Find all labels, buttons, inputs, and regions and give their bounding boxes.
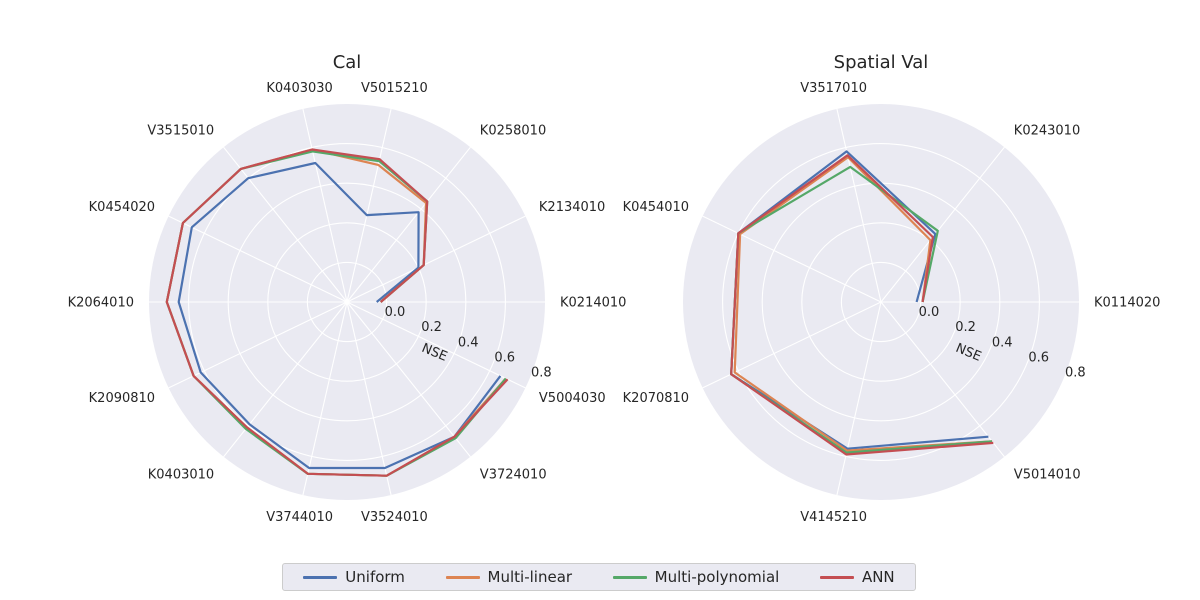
series-line-ann: [165, 148, 509, 477]
spoke-gridline: [346, 146, 471, 303]
radial-tick-label: 0.4: [992, 335, 1013, 350]
legend-swatch-ann: [819, 575, 854, 579]
radar-panel-spatial-val: 0.00.20.40.60.8NSEK0114020K0243010V35170…: [623, 52, 1161, 525]
spoke-gridline: [346, 108, 392, 303]
legend-label-multi-linear: Multi-linear: [487, 568, 573, 586]
series-line-multi-linear: [733, 156, 993, 452]
category-label-v5004030: V5004030: [539, 391, 606, 406]
legend-swatch-uniform: [303, 575, 338, 579]
category-label-k0214010: K0214010: [560, 296, 626, 311]
category-label-k2064010: K2064010: [68, 296, 134, 311]
category-label-k0114020: K0114020: [1094, 296, 1160, 311]
legend-label-uniform: Uniform: [345, 568, 405, 586]
category-label-k2090810: K2090810: [89, 391, 155, 406]
spoke-gridline: [346, 215, 526, 303]
radial-tick-label: 0.0: [385, 305, 406, 320]
radar-chart-figure: 0.00.20.40.60.8NSEK0214010K2134010K02580…: [68, 52, 1161, 525]
legend-item-multi-polynomial: Multi-polynomial: [612, 568, 780, 586]
category-label-v3517010: V3517010: [800, 81, 867, 96]
legend-item-multi-linear: Multi-linear: [445, 568, 573, 586]
legend-item-uniform: Uniform: [303, 568, 405, 586]
radial-tick-label: 0.2: [955, 320, 976, 335]
radial-tick-label: 0.2: [421, 320, 442, 335]
radial-tick-label: 0.8: [531, 366, 552, 381]
legend-label-multi-polynomial: Multi-polynomial: [654, 568, 780, 586]
legend-label-ann: ANN: [861, 568, 895, 586]
spoke-gridline: [702, 301, 882, 389]
category-label-v3515010: V3515010: [147, 123, 214, 138]
category-label-v4145210: V4145210: [800, 510, 867, 525]
category-label-k2134010: K2134010: [539, 200, 605, 215]
spoke-gridline: [836, 108, 882, 303]
category-label-v3724010: V3724010: [480, 468, 547, 483]
category-label-k0454010: K0454010: [623, 200, 689, 215]
spoke-gridline: [302, 301, 348, 496]
category-label-k0258010: K0258010: [480, 123, 546, 138]
radial-tick-label: 0.8: [1065, 366, 1086, 381]
spoke-gridline: [702, 215, 882, 303]
legend-swatch-multi-polynomial: [612, 575, 647, 579]
legend-item-ann: ANN: [819, 568, 895, 586]
spoke-gridline: [223, 146, 348, 303]
radial-tick-label: 0.6: [1028, 350, 1049, 365]
spoke-gridline: [880, 146, 1005, 303]
series-line-ann: [730, 154, 994, 456]
category-label-k2070810: K2070810: [623, 391, 689, 406]
category-label-k0243010: K0243010: [1014, 123, 1080, 138]
spoke-gridline: [836, 301, 882, 496]
radar-panel-cal: 0.00.20.40.60.8NSEK0214010K2134010K02580…: [68, 52, 627, 525]
spoke-gridline: [168, 215, 348, 303]
category-label-k0454020: K0454020: [89, 200, 155, 215]
radial-tick-label: 0.4: [458, 335, 479, 350]
radial-tick-label: 0.6: [494, 350, 515, 365]
spoke-gridline: [346, 301, 392, 496]
spoke-gridline: [168, 301, 348, 389]
category-label-v3524010: V3524010: [361, 510, 428, 525]
category-label-v3744010: V3744010: [266, 510, 333, 525]
legend: Uniform Multi-linear Multi-polynomial AN…: [282, 563, 916, 591]
category-label-k0403030: K0403030: [266, 81, 332, 96]
category-label-v5015210: V5015210: [361, 81, 428, 96]
legend-swatch-multi-linear: [445, 575, 480, 579]
series-line-uniform: [177, 161, 502, 470]
category-label-k0403010: K0403010: [148, 468, 214, 483]
spoke-gridline: [346, 301, 526, 389]
chart-title: Cal: [333, 52, 362, 73]
spoke-gridline: [346, 301, 471, 458]
chart-title: Spatial Val: [834, 52, 929, 73]
spoke-gridline: [302, 108, 348, 303]
radial-tick-label: 0.0: [919, 305, 940, 320]
spoke-gridline: [880, 301, 1005, 458]
spoke-gridline: [223, 301, 348, 458]
category-label-v5014010: V5014010: [1014, 468, 1081, 483]
